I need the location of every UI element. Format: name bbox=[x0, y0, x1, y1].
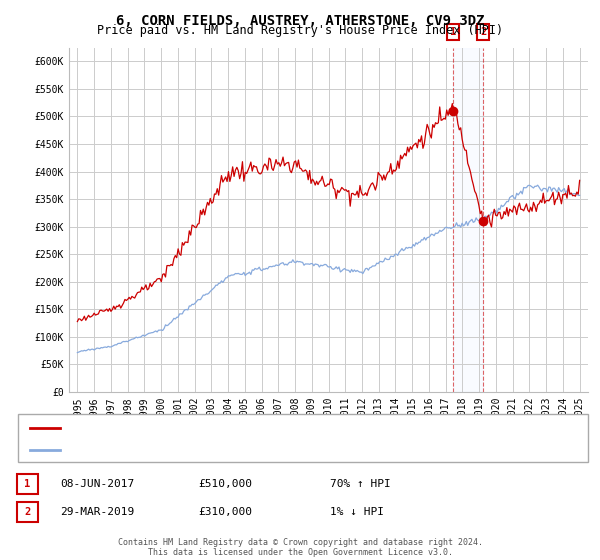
Text: 70% ↑ HPI: 70% ↑ HPI bbox=[330, 479, 391, 489]
Text: 6, CORN FIELDS, AUSTREY, ATHERSTONE, CV9 3DZ: 6, CORN FIELDS, AUSTREY, ATHERSTONE, CV9… bbox=[116, 14, 484, 28]
Text: 2: 2 bbox=[25, 507, 31, 517]
Text: 2: 2 bbox=[480, 27, 487, 38]
Text: £510,000: £510,000 bbox=[198, 479, 252, 489]
Text: 6, CORN FIELDS, AUSTREY, ATHERSTONE, CV9 3DZ (detached house): 6, CORN FIELDS, AUSTREY, ATHERSTONE, CV9… bbox=[69, 423, 450, 433]
Text: Contains HM Land Registry data © Crown copyright and database right 2024.
This d: Contains HM Land Registry data © Crown c… bbox=[118, 538, 482, 557]
Text: 1: 1 bbox=[25, 479, 31, 489]
Text: 29-MAR-2019: 29-MAR-2019 bbox=[60, 507, 134, 517]
Text: 1% ↓ HPI: 1% ↓ HPI bbox=[330, 507, 384, 517]
Text: 08-JUN-2017: 08-JUN-2017 bbox=[60, 479, 134, 489]
Bar bbox=[453, 48, 483, 392]
Text: Price paid vs. HM Land Registry's House Price Index (HPI): Price paid vs. HM Land Registry's House … bbox=[97, 24, 503, 37]
Text: HPI: Average price, detached house, North Warwickshire: HPI: Average price, detached house, Nort… bbox=[69, 445, 407, 455]
Text: 1: 1 bbox=[450, 27, 456, 38]
Text: £310,000: £310,000 bbox=[198, 507, 252, 517]
